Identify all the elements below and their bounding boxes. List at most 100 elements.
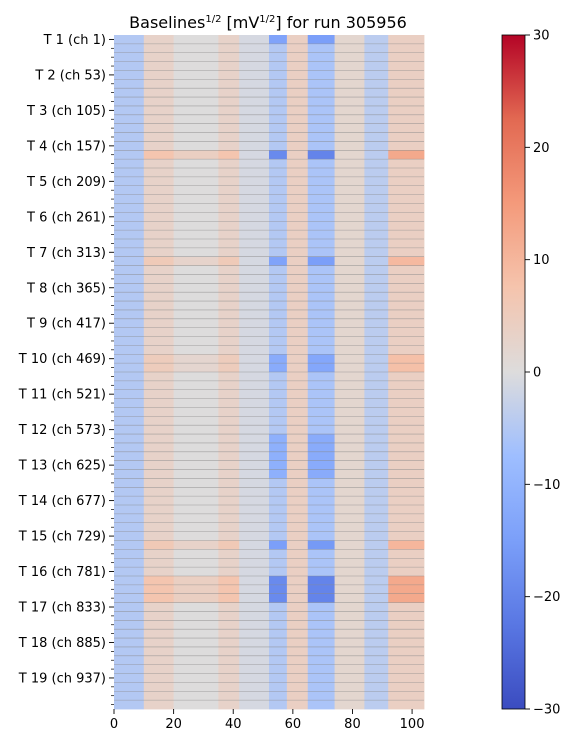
- heatmap-cell: [239, 256, 270, 266]
- colorbar-tick-label: 20: [533, 141, 550, 156]
- heatmap-cell: [334, 434, 365, 479]
- heatmap-cell: [388, 159, 425, 258]
- y-tick-label: T 18 (ch 885): [18, 636, 106, 651]
- heatmap-cell: [239, 549, 270, 577]
- heatmap-cell: [173, 540, 219, 550]
- heatmap-cell: [269, 150, 288, 160]
- heatmap-cell: [334, 540, 365, 550]
- heatmap-cell: [173, 575, 219, 603]
- heatmap-cell: [286, 434, 309, 479]
- heatmap-cell: [143, 478, 175, 541]
- heatmap-cell: [114, 478, 145, 541]
- heatmap-cell: [307, 159, 335, 258]
- heatmap-cell: [218, 150, 240, 160]
- x-axis: 0 20 40 60 80 100: [110, 709, 424, 732]
- heatmap-cell: [286, 478, 309, 541]
- x-tick-label: 0: [110, 717, 118, 732]
- heatmap-cell: [143, 549, 175, 577]
- heatmap-cell: [269, 575, 288, 603]
- heatmap-cell: [114, 549, 145, 577]
- heatmap-cell: [334, 35, 365, 45]
- heatmap-cell: [307, 540, 335, 550]
- heatmap-cell: [143, 540, 175, 550]
- colorbar-tick-label: 10: [533, 253, 550, 268]
- heatmap-cell: [143, 372, 175, 435]
- heatmap-cell: [334, 372, 365, 435]
- heatmap-cell: [307, 35, 335, 45]
- heatmap-cell: [364, 372, 389, 435]
- heatmap-cell: [307, 434, 335, 479]
- heatmap-cell: [143, 150, 175, 160]
- heatmap-cell: [269, 478, 288, 541]
- heatmap-cell: [388, 540, 425, 550]
- heatmap-cell: [334, 478, 365, 541]
- heatmap-cell: [143, 35, 175, 45]
- heatmap-cell: [269, 549, 288, 577]
- heatmap-cell: [114, 575, 145, 603]
- heatmap-cell: [364, 150, 389, 160]
- heatmap-cell: [114, 35, 145, 45]
- heatmap-cell: [239, 434, 270, 479]
- heatmap-cell: [114, 150, 145, 160]
- colorbar-tick-label: −10: [533, 478, 560, 493]
- y-tick-label: T 12 (ch 573): [18, 423, 106, 438]
- row-separator-lines: [114, 43, 424, 701]
- heatmap-cell: [364, 159, 389, 258]
- heatmap-cell: [269, 35, 288, 45]
- heatmap-cell: [218, 575, 240, 603]
- heatmap-cell: [307, 549, 335, 577]
- y-axis: T 1 (ch 1) T 2 (ch 53) T 3 (ch 105) T 4 (ch…: [18, 33, 114, 705]
- heatmap-cell: [286, 540, 309, 550]
- x-tick-label: 20: [165, 717, 182, 732]
- heatmap-cell: [388, 434, 425, 479]
- heatmap-cell: [143, 434, 175, 479]
- heatmap-cell: [218, 478, 240, 541]
- heatmap-cell: [364, 35, 389, 45]
- heatmap-cell: [239, 35, 270, 45]
- heatmap-cell: [307, 575, 335, 603]
- colorbar-ticks: −30 −20 −10 0 10 20 30: [525, 29, 560, 718]
- heatmap-cell: [218, 256, 240, 266]
- y-tick-label: T 3 (ch 105): [26, 104, 106, 119]
- y-tick-label: T 1 (ch 1): [43, 33, 106, 48]
- heatmap-cell: [173, 159, 219, 258]
- heatmap-cell: [388, 35, 425, 45]
- heatmap-cell: [173, 35, 219, 45]
- heatmap-cell: [286, 150, 309, 160]
- heatmap-cell: [286, 35, 309, 45]
- heatmap-cell: [286, 256, 309, 266]
- y-tick-label: T 14 (ch 677): [18, 494, 106, 509]
- colorbar: −30 −20 −10 0 10 20 30: [501, 29, 560, 718]
- heatmap-cell: [239, 150, 270, 160]
- x-tick-label: 40: [225, 717, 242, 732]
- heatmap-cell: [114, 434, 145, 479]
- heatmap-cell: [286, 575, 309, 603]
- heatmap-cell: [334, 549, 365, 577]
- colorbar-tick-label: −20: [533, 590, 560, 605]
- heatmap-cell: [269, 540, 288, 550]
- y-tick-label: T 9 (ch 417): [26, 317, 106, 332]
- y-tick-label: T 17 (ch 833): [18, 601, 106, 616]
- heatmap-cell: [269, 256, 288, 266]
- heatmap-cell: [239, 159, 270, 258]
- heatmap-cell: [143, 159, 175, 258]
- heatmap-cell: [364, 540, 389, 550]
- heatmap-cell: [173, 434, 219, 479]
- heatmap-cell: [364, 575, 389, 603]
- heatmap-cell: [307, 256, 335, 266]
- heatmap-cell: [269, 159, 288, 258]
- heatmap-cell: [388, 372, 425, 435]
- heatmap-cell: [364, 549, 389, 577]
- heatmap-cell: [286, 549, 309, 577]
- x-tick-label: 60: [285, 717, 302, 732]
- heatmap-cell: [143, 575, 175, 603]
- heatmap-cell: [269, 434, 288, 479]
- heatmap-cell: [218, 159, 240, 258]
- heatmap-cell: [286, 159, 309, 258]
- heatmap-cell: [218, 35, 240, 45]
- y-tick-label: T 15 (ch 729): [18, 530, 106, 545]
- heatmap-cell: [364, 478, 389, 541]
- heatmap-cell: [239, 575, 270, 603]
- heatmap-cell: [388, 575, 425, 603]
- chart-title: Baselines1/2 [mV1/2] for run 305956: [129, 13, 407, 32]
